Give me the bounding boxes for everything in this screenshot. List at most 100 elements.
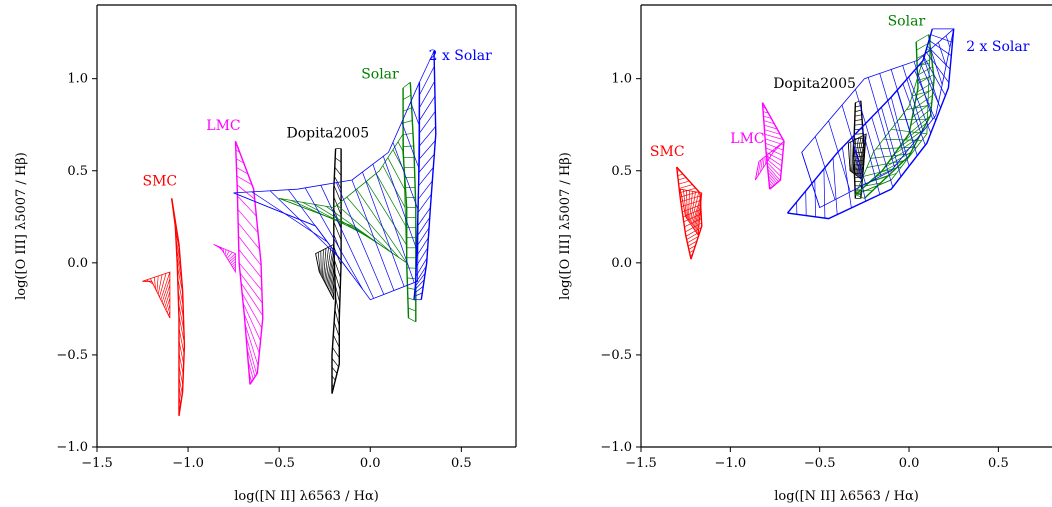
mesh-rung [871, 117, 894, 188]
mesh-rung [855, 194, 865, 199]
series-2-x-solar [786, 27, 955, 220]
x-tick-label: −1.5 [625, 456, 657, 471]
x-tick-label: 0.0 [360, 456, 381, 471]
mesh-fan-outline [801, 27, 955, 209]
mesh-rung [767, 165, 781, 181]
y-tick-label: −1.0 [600, 440, 632, 455]
mesh-fan-line [841, 104, 866, 185]
series-label: 2 x Solar [966, 39, 1030, 55]
mesh-fan-line [397, 141, 404, 153]
mesh-rung [236, 167, 249, 175]
x-tick-label: 0.5 [451, 456, 472, 471]
mesh-fan-line [231, 261, 236, 266]
series-smc [142, 198, 186, 416]
mesh-rung [930, 34, 953, 43]
mesh-rung [767, 172, 778, 184]
mesh-fan-line [161, 278, 171, 303]
mesh-fan-line [690, 192, 700, 225]
mesh-edge-left [761, 102, 771, 190]
mesh-rung [688, 245, 696, 250]
mesh-rung [687, 240, 698, 247]
y-tick-label: 0.0 [67, 256, 88, 271]
mesh-fan-line [320, 250, 322, 277]
mesh-fan-line [322, 249, 324, 279]
mesh-rung [854, 128, 863, 131]
mesh-rung [334, 284, 341, 304]
mesh-fan-line [146, 279, 154, 285]
mesh-edge-right [234, 141, 264, 385]
mesh-fan-line [330, 275, 335, 294]
mesh-fan-line [683, 189, 687, 219]
mesh-rung [178, 302, 185, 331]
mesh-fan-line [859, 160, 865, 179]
y-axis-title: log([O III] λ5007 / Hβ) [14, 152, 29, 300]
mesh-rung [403, 132, 414, 136]
mesh-fan-line [160, 271, 171, 300]
mesh-rung [854, 123, 863, 126]
series-label: Dopita2005 [287, 126, 370, 142]
mesh-rung [823, 168, 826, 219]
mesh-fan-line [945, 35, 951, 48]
mesh-fan-line [867, 77, 895, 167]
mesh-rung [912, 101, 933, 118]
mesh-fan-line [913, 61, 934, 120]
mesh-fan-line [938, 42, 947, 67]
mesh-fan-line [336, 182, 385, 295]
mesh-edge-right [420, 50, 437, 300]
mesh-fan-line [232, 263, 236, 268]
mesh-fan-line [693, 204, 702, 229]
mesh-fan-line [366, 181, 407, 245]
mesh-fan-line [336, 204, 392, 253]
x-tick-label: −0.5 [804, 456, 836, 471]
mesh-rung [766, 162, 781, 177]
mesh-edge-right [676, 166, 703, 260]
series-label: SMC [143, 174, 178, 190]
mesh-rung [414, 292, 423, 297]
mesh-edge-left [402, 87, 410, 319]
mesh-fan-line [906, 105, 928, 110]
series-label: Solar [361, 67, 399, 83]
mesh-rung [678, 177, 687, 181]
mesh-rung [332, 334, 340, 348]
mesh-rung [855, 100, 861, 103]
mesh-rung [854, 119, 863, 122]
series-label: Dopita2005 [773, 76, 856, 92]
mesh-fan-line [323, 248, 327, 280]
mesh-fan-line [855, 135, 864, 175]
mesh-rung [765, 142, 784, 151]
mesh-rung [408, 317, 416, 323]
mesh-rung [333, 259, 341, 279]
mesh-rung [243, 312, 260, 354]
mesh-rung [240, 282, 263, 316]
mesh-rung [237, 195, 257, 217]
plot-area [142, 50, 437, 416]
mesh-fan-line [163, 285, 171, 306]
x-axis-title: log([N II] λ6563 / Hα) [234, 489, 379, 504]
mesh-rung [916, 50, 931, 59]
mesh-rung [678, 180, 690, 185]
y-tick-label: −0.5 [600, 348, 632, 363]
plot-area [676, 27, 955, 260]
mesh-fan-line [854, 136, 862, 175]
series-dopita2005 [847, 100, 867, 199]
mesh-rung [245, 336, 258, 375]
mesh-fan-line [930, 48, 943, 85]
mesh-rung [908, 115, 931, 135]
mesh-edge-right [331, 148, 342, 394]
mesh-fan-line [269, 190, 340, 258]
mesh-fan-outline [142, 271, 171, 319]
mesh-fan-line [760, 158, 763, 173]
series-label: 2 x Solar [429, 48, 493, 64]
mesh-edge-right [171, 198, 186, 416]
mesh-rung [884, 151, 912, 168]
mesh-rung [403, 120, 413, 124]
mesh-fan-line [863, 166, 902, 177]
mesh-fan-line [689, 191, 696, 224]
series-label: SMC [650, 144, 685, 160]
mesh-rung [767, 168, 779, 182]
mesh-fan-line [351, 179, 395, 291]
mesh-fan-outline [279, 132, 408, 264]
mesh-rung [235, 158, 244, 164]
mesh-edge-right [863, 34, 935, 199]
mesh-fan-line [362, 171, 405, 287]
